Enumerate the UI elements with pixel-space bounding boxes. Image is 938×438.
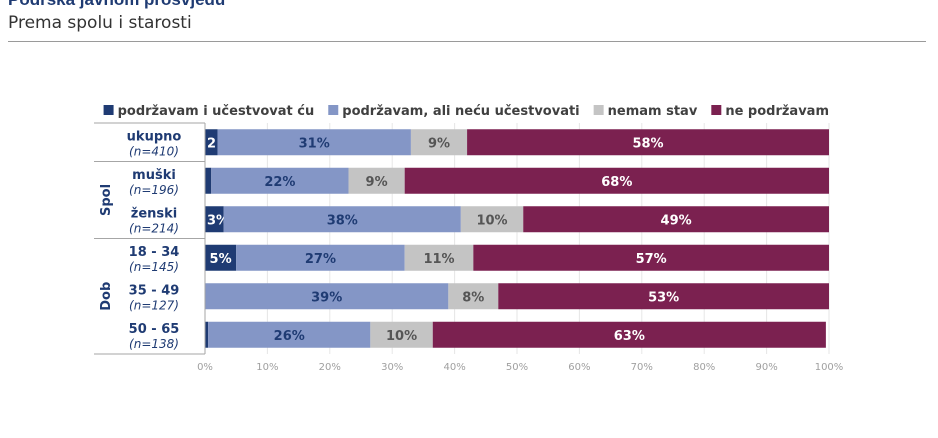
grid-lines xyxy=(204,123,830,354)
bar-segment xyxy=(460,206,524,233)
data-label: 27% xyxy=(305,252,336,267)
bar-segment xyxy=(432,321,826,348)
data-label: 22% xyxy=(264,175,295,190)
data-label: 9% xyxy=(428,136,450,151)
axis: 0% 10% 20% 30% 40% 50% 60% 70% 80% 90% 100% xyxy=(197,362,843,373)
data-label: 26% xyxy=(274,329,305,344)
legend-label: nemam stav xyxy=(608,104,698,119)
category-n: (n=410) xyxy=(129,144,179,158)
title-divider xyxy=(8,41,926,42)
bar-segment xyxy=(523,206,829,233)
data-label: 58% xyxy=(632,136,663,151)
data-label: 57% xyxy=(636,252,667,267)
legend-item: podržavam i učestvovat ću xyxy=(103,104,315,119)
legend-swatch xyxy=(711,105,722,115)
bar-segment xyxy=(205,129,218,156)
legend-item: nemam stav xyxy=(593,104,698,119)
x-tick-label: 0% xyxy=(197,362,213,373)
category-n: (n=145) xyxy=(129,260,179,274)
category-label: muški xyxy=(132,168,176,183)
x-tick-label: 60% xyxy=(568,362,590,373)
data-label: 11% xyxy=(423,252,454,267)
bar-segment xyxy=(473,244,829,271)
bar-segment xyxy=(410,129,468,156)
x-tick-label: 90% xyxy=(755,362,777,373)
legend-swatch xyxy=(103,105,114,115)
x-tick-label: 30% xyxy=(381,362,403,373)
bar-segment xyxy=(236,244,405,271)
category-n: (n=214) xyxy=(129,221,179,235)
data-label: 31% xyxy=(299,136,330,151)
x-tick-label: 20% xyxy=(319,362,341,373)
category-n: (n=138) xyxy=(129,337,179,351)
bar-segment xyxy=(205,283,449,310)
legend-item: podržavam, ali neću učestvovati xyxy=(328,104,580,119)
legend: podržavam i učestvovat ću podržavam, ali … xyxy=(103,104,829,119)
bar-segment xyxy=(498,283,829,310)
bar-segment xyxy=(448,283,499,310)
data-label: 10% xyxy=(476,213,507,228)
category-axis: SpolDobukupno(n=410)muški(n=196)ženski(n… xyxy=(94,122,206,355)
category-label: ženski xyxy=(131,206,177,221)
category-label: 35 - 49 xyxy=(129,283,180,298)
category-label: ukupno xyxy=(127,129,182,144)
data-label: 63% xyxy=(614,329,645,344)
bar-segment xyxy=(205,321,209,348)
category-label: 50 - 65 xyxy=(129,322,180,337)
x-tick-label: 100% xyxy=(815,362,844,373)
x-tick-label: 50% xyxy=(506,362,528,373)
legend-label: podržavam, ali neću učestvovati xyxy=(342,104,579,119)
bar-segment xyxy=(404,167,829,194)
bars: 2 31% 9% 58% 22% 9% 68% 3% 38% 10% 49% 5% 27% 11% 57% 3… xyxy=(205,129,829,348)
chart-subtitle: Prema spolu i starosti xyxy=(8,13,192,33)
legend-item: ne podržavam xyxy=(711,104,829,119)
data-label: 9% xyxy=(366,175,388,190)
x-tick-label: 10% xyxy=(256,362,278,373)
data-label: 2 xyxy=(207,136,216,151)
data-label: 68% xyxy=(601,175,632,190)
x-tick-label: 70% xyxy=(631,362,653,373)
bar-segment xyxy=(217,129,411,156)
data-label: 5% xyxy=(210,252,232,267)
bar-segment xyxy=(223,206,461,233)
bar-segment xyxy=(370,321,433,348)
data-label: 10% xyxy=(386,329,417,344)
data-label: 49% xyxy=(661,213,692,228)
bar-segment xyxy=(348,167,405,194)
category-n: (n=127) xyxy=(129,298,179,312)
legend-label: podržavam i učestvovat ću xyxy=(118,104,315,119)
category-n: (n=196) xyxy=(129,183,179,197)
bar-segment xyxy=(205,244,237,271)
bar-segment xyxy=(205,167,212,194)
bar-segment xyxy=(208,321,371,348)
chart-title: Podrška javnom prosvjedu xyxy=(8,0,225,10)
bar-segment xyxy=(404,244,474,271)
legend-label: ne podržavam xyxy=(725,104,829,119)
x-tick-label: 40% xyxy=(443,362,465,373)
bar-segment xyxy=(467,129,829,156)
bar-segment xyxy=(211,167,349,194)
legend-swatch xyxy=(593,105,604,115)
group-label: Dob xyxy=(99,282,114,311)
bar-segment xyxy=(205,206,224,233)
data-label: 39% xyxy=(311,290,342,305)
data-label: 3% xyxy=(207,213,229,228)
data-label: 53% xyxy=(648,290,679,305)
data-label: 8% xyxy=(462,290,484,305)
category-label: 18 - 34 xyxy=(129,245,180,260)
group-label: Spol xyxy=(99,184,114,216)
data-label: 38% xyxy=(327,213,358,228)
legend-swatch xyxy=(328,105,339,115)
x-tick-label: 80% xyxy=(693,362,715,373)
